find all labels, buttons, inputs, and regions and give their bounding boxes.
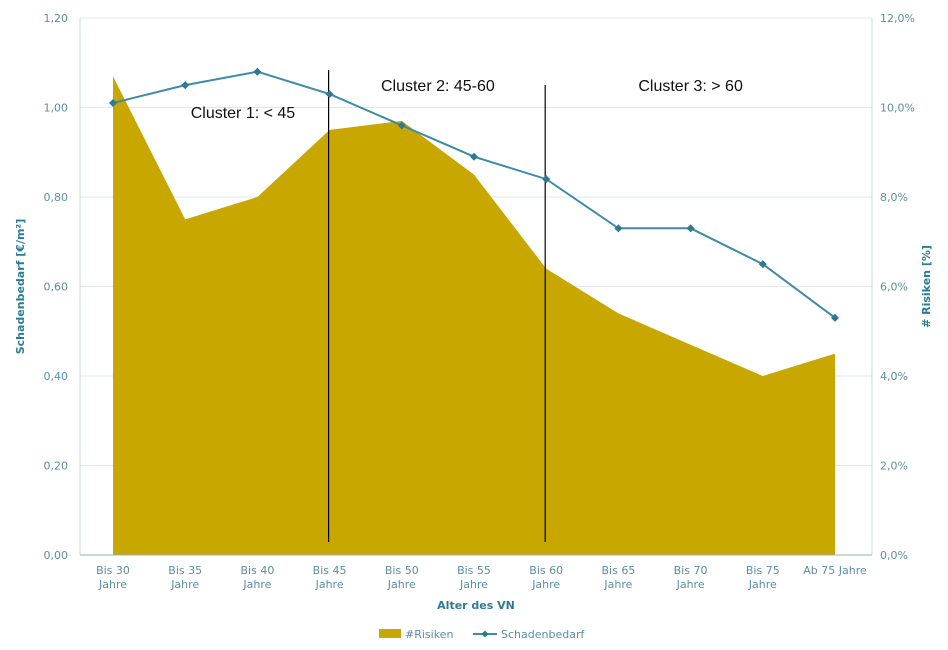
legend-layer: #Risiken Schadenbedarf (379, 628, 585, 641)
divider-layer (328, 70, 546, 542)
x-tick-label: Bis 45 Jahre (313, 564, 347, 591)
x-tick-label: Bis 50 Jahre (385, 564, 419, 591)
label-layer: Cluster 1: < 45 Cluster 2: 45-60 Cluster 3… (191, 78, 743, 122)
y-right-tick-label: 0,0% (880, 549, 908, 562)
x-tick-label: Bis 65 Jahre (601, 564, 635, 591)
legend-swatch-risiken (379, 629, 401, 638)
y-left-tick-label: 0,80 (44, 191, 69, 204)
x-tick-label: Bis 70 Jahre (674, 564, 708, 591)
y-left-tick-label: 1,00 (44, 102, 69, 115)
y-left-tick-label: 0,00 (44, 549, 69, 562)
x-tick-label: Bis 60 Jahre (529, 564, 563, 591)
legend-label: #Risiken (405, 628, 453, 641)
y-right-tick-label: 12,0% (880, 12, 915, 25)
y-left-tick-label: 0,40 (44, 370, 69, 383)
y-right-axis-title: # Risiken [%] (920, 245, 933, 328)
area-layer (113, 76, 835, 555)
schadenbedarf-point (397, 121, 406, 130)
schadenbedarf-point (831, 313, 839, 322)
schadenbedarf-point (758, 260, 767, 269)
line-layer (109, 67, 839, 322)
schadenbedarf-point (109, 99, 117, 108)
cluster-label: Cluster 3: > 60 (638, 78, 743, 95)
legend-label: Schadenbedarf (501, 628, 585, 641)
schadenbedarf-point (253, 67, 262, 76)
schadenbedarf-point (686, 224, 695, 233)
schadenbedarf-point (614, 224, 623, 233)
y-left-tick-label: 1,20 (44, 12, 69, 25)
x-tick-label: Ab 75 Jahre (803, 564, 867, 577)
x-tick-label: Bis 30 Jahre (96, 564, 130, 591)
y-left-tick-label: 0,60 (44, 281, 69, 294)
schadenbedarf-point (325, 90, 334, 99)
x-axis-title: Alter des VN (437, 599, 515, 612)
risiken-area (113, 76, 835, 555)
y-left-tick-label: 0,20 (44, 460, 69, 473)
x-tick-label: Bis 55 Jahre (457, 564, 491, 591)
x-tick-label: Bis 75 Jahre (746, 564, 780, 591)
schadenbedarf-point (181, 81, 190, 90)
axis-layer: 0,00 0,0% 0,20 2,0% 0,40 4,0% 0,60 6,0% 0,80 8,0%… (14, 12, 933, 612)
cluster-label: Cluster 2: 45-60 (381, 78, 495, 95)
y-right-tick-label: 8,0% (880, 191, 908, 204)
y-right-tick-label: 4,0% (880, 370, 908, 383)
y-right-tick-label: 2,0% (880, 460, 908, 473)
y-right-tick-label: 6,0% (880, 281, 908, 294)
schadenbedarf-point (470, 152, 478, 161)
x-tick-label: Bis 35 Jahre (168, 564, 202, 591)
cluster-label: Cluster 1: < 45 (191, 105, 296, 122)
y-left-axis-title: Schadenbedarf [€/m²] (14, 219, 27, 355)
y-right-tick-label: 10,0% (880, 102, 915, 115)
schadenbedarf-point (542, 175, 551, 184)
x-tick-label: Bis 40 Jahre (240, 564, 274, 591)
legend-marker-schadenbedarf (481, 630, 489, 638)
